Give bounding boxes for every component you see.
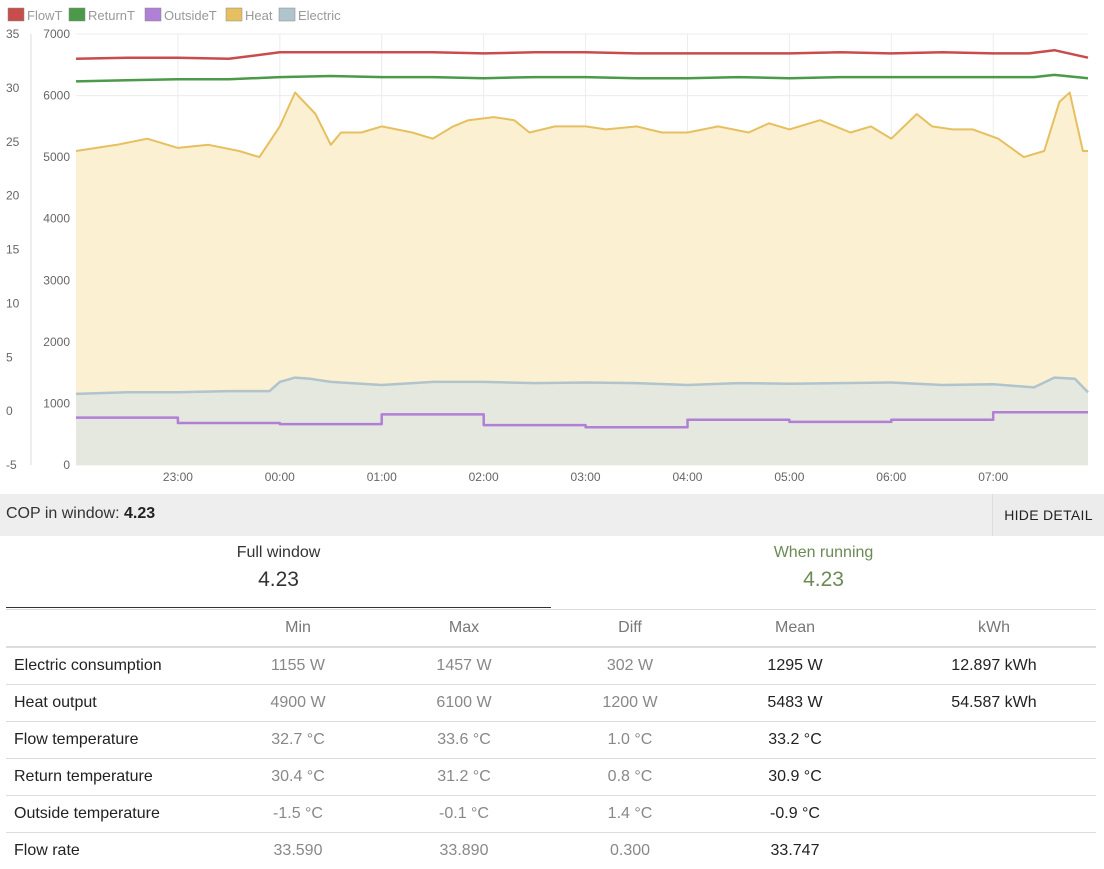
stat-max: 33.890 [366, 833, 562, 869]
stat-max: 1457 W [366, 647, 562, 685]
y-power-tick-label: 0 [63, 458, 70, 472]
y-temp-tick-label: -5 [6, 458, 17, 472]
cop-bar: COP in window: 4.23 HIDE DETAIL [0, 494, 1104, 536]
stat-max: 33.6 °C [366, 722, 562, 759]
x-tick-label: 07:00 [978, 470, 1008, 484]
stat-min: 32.7 °C [230, 722, 366, 759]
stat-max: 31.2 °C [366, 759, 562, 796]
legend-swatch-flowt[interactable] [8, 8, 24, 21]
y-temp-tick-label: 25 [6, 135, 20, 149]
hide-detail-button[interactable]: HIDE DETAIL [992, 494, 1104, 536]
stat-diff: 1.0 °C [562, 722, 698, 759]
x-tick-label: 23:00 [163, 470, 193, 484]
y-power-tick-label: 6000 [43, 89, 70, 103]
legend-label-returnt[interactable]: ReturnT [88, 8, 135, 23]
x-tick-label: 00:00 [265, 470, 295, 484]
summary-full-window[interactable]: Full window 4.23 [6, 544, 551, 592]
stat-name: Flow temperature [6, 722, 230, 759]
cop-in-window: COP in window: 4.23 [6, 505, 155, 523]
y-power-tick-label: 7000 [43, 27, 70, 41]
y-temp-tick-label: 35 [6, 27, 20, 41]
stat-kwh: 12.897 kWh [892, 647, 1096, 685]
y-temp-tick-label: 10 [6, 296, 20, 310]
cop-value: 4.23 [124, 505, 155, 522]
stats-header-row: Min Max Diff Mean kWh [6, 610, 1096, 648]
y-power-tick-label: 4000 [43, 212, 70, 226]
stat-min: 30.4 °C [230, 759, 366, 796]
stat-diff: 302 W [562, 647, 698, 685]
stat-min: 4900 W [230, 685, 366, 722]
x-tick-label: 03:00 [571, 470, 601, 484]
summary-full-value: 4.23 [6, 568, 551, 592]
y-power-tick-label: 1000 [43, 396, 70, 410]
legend-label-outsidet[interactable]: OutsideT [164, 8, 217, 23]
summary-running-title: When running [551, 544, 1096, 562]
stat-name: Return temperature [6, 759, 230, 796]
stat-name: Outside temperature [6, 796, 230, 833]
stat-name: Heat output [6, 685, 230, 722]
header-blank [6, 610, 230, 648]
header-diff: Diff [562, 610, 698, 648]
y-temp-tick-label: 15 [6, 243, 20, 257]
stat-min: 1155 W [230, 647, 366, 685]
header-max: Max [366, 610, 562, 648]
stat-diff: 1200 W [562, 685, 698, 722]
stat-max: 6100 W [366, 685, 562, 722]
stat-mean: -0.9 °C [698, 796, 892, 833]
stat-name: Flow rate [6, 833, 230, 869]
stat-min: 33.590 [230, 833, 366, 869]
legend-swatch-outsidet[interactable] [145, 8, 161, 21]
summary-running-value: 4.23 [551, 568, 1096, 592]
active-tab-underline [6, 607, 551, 608]
stat-diff: 1.4 °C [562, 796, 698, 833]
legend-label-heat[interactable]: Heat [245, 8, 273, 23]
legend-label-electric[interactable]: Electric [298, 8, 341, 23]
stat-mean: 30.9 °C [698, 759, 892, 796]
x-tick-label: 05:00 [774, 470, 804, 484]
heatpump-chart[interactable]: 35 30 25 20 15 10 5 0 -5 7000 6000 5000 4000 3000 2000… [0, 0, 1104, 494]
stats-table: Min Max Diff Mean kWh Electric consumpti… [6, 609, 1096, 869]
y-temp-tick-label: 20 [6, 189, 20, 203]
stat-kwh [892, 833, 1096, 869]
stat-kwh [892, 796, 1096, 833]
stat-kwh: 54.587 kWh [892, 685, 1096, 722]
legend-swatch-returnt[interactable] [69, 8, 85, 21]
x-tick-label: 04:00 [672, 470, 702, 484]
stat-min: -1.5 °C [230, 796, 366, 833]
stat-mean: 5483 W [698, 685, 892, 722]
legend-label-flowt[interactable]: FlowT [27, 8, 62, 23]
legend-swatch-heat[interactable] [226, 8, 242, 21]
y-power-tick-label: 2000 [43, 335, 70, 349]
summary-full-title: Full window [6, 544, 551, 562]
stat-mean: 1295 W [698, 647, 892, 685]
y-temp-tick-label: 0 [6, 404, 13, 418]
stat-diff: 0.300 [562, 833, 698, 869]
summary-when-running[interactable]: When running 4.23 [551, 544, 1096, 592]
x-tick-label: 01:00 [367, 470, 397, 484]
stat-kwh [892, 722, 1096, 759]
stat-name: Electric consumption [6, 647, 230, 685]
stat-max: -0.1 °C [366, 796, 562, 833]
stat-mean: 33.747 [698, 833, 892, 869]
y-temp-tick-label: 5 [6, 350, 13, 364]
y-power-tick-label: 3000 [43, 273, 70, 287]
y-temp-tick-label: 30 [6, 81, 20, 95]
x-tick-label: 06:00 [876, 470, 906, 484]
header-min: Min [230, 610, 366, 648]
legend-swatch-electric[interactable] [279, 8, 295, 21]
stat-kwh [892, 759, 1096, 796]
header-mean: Mean [698, 610, 892, 648]
header-kwh: kWh [892, 610, 1096, 648]
x-tick-label: 02:00 [469, 470, 499, 484]
stat-diff: 0.8 °C [562, 759, 698, 796]
stat-mean: 33.2 °C [698, 722, 892, 759]
y-power-tick-label: 5000 [43, 150, 70, 164]
